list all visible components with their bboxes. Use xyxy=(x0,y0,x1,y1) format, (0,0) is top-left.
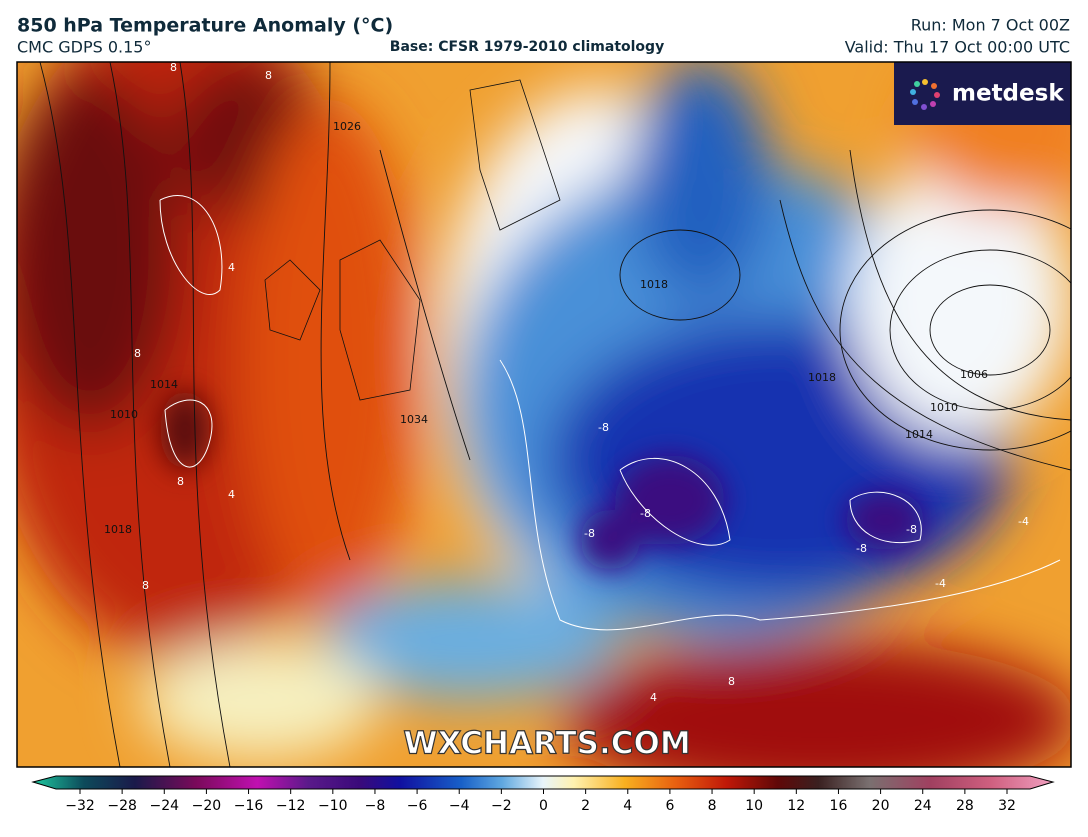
isobar-label: 1018 xyxy=(808,371,836,384)
anomaly-label: 4 xyxy=(228,261,235,274)
colorbar-tick-label: −10 xyxy=(318,798,348,814)
colorbar-tick-label: −24 xyxy=(149,798,179,814)
map: 1026 1034 1018 1014 1010 1018 1006 1010 … xyxy=(17,61,1071,767)
title: 850 hPa Temperature Anomaly (°C) xyxy=(17,15,393,37)
map-frame xyxy=(16,61,1072,768)
anomaly-label: -8 xyxy=(598,421,609,434)
anomaly-label: -8 xyxy=(856,542,867,555)
colorbar-tick-label: −2 xyxy=(491,798,512,814)
anomaly-label: 8 xyxy=(170,61,177,74)
anomaly-label: 4 xyxy=(650,691,657,704)
colorbar-tick-label: −32 xyxy=(65,798,95,814)
colorbar-tick-label: 8 xyxy=(708,798,717,814)
isobar-label: 1010 xyxy=(930,401,958,414)
base: Base: CFSR 1979-2010 climatology xyxy=(390,39,664,55)
logo: metdesk xyxy=(952,81,1064,107)
isobar-label: 1018 xyxy=(640,278,668,291)
isobar-label: 1014 xyxy=(150,378,178,391)
isobar-label: 1006 xyxy=(960,368,988,381)
colorbar-tick-label: 12 xyxy=(787,798,805,814)
isobar-label: 1014 xyxy=(905,428,933,441)
isobar-label: 1034 xyxy=(400,413,428,426)
colorbar-tick-label: −28 xyxy=(107,798,137,814)
isobar-label: 1026 xyxy=(333,120,361,133)
colorbar-tick-label: 28 xyxy=(956,798,974,814)
anomaly-label: 8 xyxy=(177,475,184,488)
colorbar-tick-label: 2 xyxy=(581,798,590,814)
colorbar-tick-label: 10 xyxy=(745,798,763,814)
colorbar-ticks: −32 −28 −24 −20 −16 −12 −10 −8 −6 −4 −2 0 2 4 6 8 10 12 16… xyxy=(65,789,1016,814)
anomaly-label: -8 xyxy=(584,527,595,540)
colorbar-tick-label: 6 xyxy=(665,798,674,814)
anomaly-label: -8 xyxy=(906,523,917,536)
valid: Valid: Thu 17 Oct 00:00 UTC xyxy=(845,38,1070,57)
colorbar-tick-label: −12 xyxy=(276,798,306,814)
isobar-label: 1018 xyxy=(104,523,132,536)
anomaly-label: 8 xyxy=(134,347,141,360)
colorbar-tick-label: −6 xyxy=(407,798,428,814)
colorbar xyxy=(31,775,1055,790)
anomaly-label: 4 xyxy=(228,488,235,501)
isobar-label: 1010 xyxy=(110,408,138,421)
anomaly-label: 8 xyxy=(142,579,149,592)
anomaly-label: 8 xyxy=(265,69,272,82)
colorbar-tick-label: 16 xyxy=(830,798,848,814)
colorbar-tick-label: 0 xyxy=(539,798,548,814)
anomaly-label: -8 xyxy=(640,507,651,520)
model: CMC GDPS 0.15° xyxy=(17,38,151,57)
colorbar-tick-label: 20 xyxy=(872,798,890,814)
colorbar-tick-label: −20 xyxy=(192,798,222,814)
run: Run: Mon 7 Oct 00Z xyxy=(911,16,1070,35)
colorbar-tick-label: 32 xyxy=(998,798,1016,814)
colorbar-tick-label: −16 xyxy=(234,798,264,814)
colorbar-tick-label: 4 xyxy=(623,798,632,814)
colorbar-tick-label: −4 xyxy=(449,798,470,814)
colorbar-tick-label: 24 xyxy=(914,798,932,814)
anomaly-label: 8 xyxy=(728,675,735,688)
anomaly-label: -4 xyxy=(935,577,946,590)
watermark: WXCHARTS.COM xyxy=(403,726,690,762)
colorbar-tick-label: −8 xyxy=(365,798,386,814)
anomaly-label: -4 xyxy=(1018,515,1029,528)
